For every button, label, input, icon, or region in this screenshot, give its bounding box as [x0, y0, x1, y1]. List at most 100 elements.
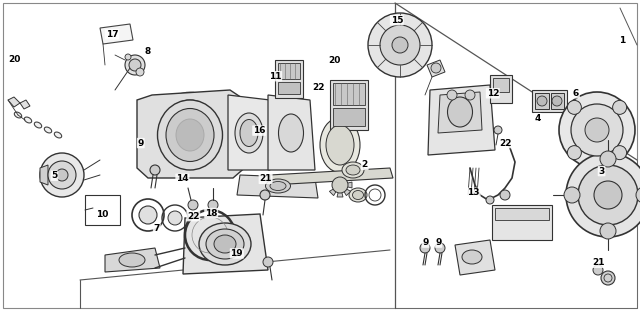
Ellipse shape [44, 127, 52, 133]
Ellipse shape [349, 188, 367, 202]
Text: 5: 5 [51, 171, 58, 180]
Ellipse shape [235, 113, 263, 153]
Circle shape [612, 146, 627, 160]
Circle shape [188, 200, 198, 210]
Bar [333, 108, 365, 126]
Polygon shape [268, 95, 315, 170]
Text: 1: 1 [619, 36, 625, 45]
Text: 22: 22 [187, 212, 200, 220]
Circle shape [564, 187, 580, 203]
Text: 11: 11 [269, 72, 282, 81]
Ellipse shape [35, 122, 42, 128]
Polygon shape [455, 240, 495, 275]
Text: 10: 10 [96, 210, 109, 219]
Circle shape [500, 190, 510, 200]
Circle shape [263, 257, 273, 267]
Polygon shape [337, 185, 343, 197]
Text: 21: 21 [592, 258, 605, 267]
Polygon shape [237, 175, 318, 198]
Polygon shape [330, 185, 340, 196]
Polygon shape [40, 165, 48, 185]
Circle shape [566, 153, 640, 237]
Polygon shape [428, 85, 495, 155]
Ellipse shape [166, 109, 214, 161]
Text: 16: 16 [253, 126, 266, 135]
Circle shape [40, 153, 84, 197]
Text: 21: 21 [259, 174, 272, 183]
Polygon shape [438, 92, 482, 133]
Text: 17: 17 [106, 30, 118, 39]
Circle shape [578, 165, 638, 225]
Bar [490, 75, 512, 103]
Circle shape [612, 100, 627, 114]
Text: 20: 20 [328, 56, 340, 65]
Ellipse shape [14, 112, 22, 118]
Ellipse shape [199, 223, 251, 265]
Circle shape [129, 59, 141, 71]
Circle shape [125, 55, 145, 75]
Bar [275, 60, 303, 98]
Bar [492, 205, 552, 240]
Circle shape [537, 96, 547, 106]
Text: 22: 22 [312, 83, 325, 91]
Circle shape [585, 118, 609, 142]
Circle shape [208, 200, 218, 210]
Polygon shape [100, 24, 133, 44]
Polygon shape [228, 95, 270, 170]
Circle shape [332, 177, 348, 193]
Bar [85, 195, 120, 225]
Ellipse shape [163, 100, 218, 160]
Ellipse shape [214, 235, 236, 253]
Ellipse shape [155, 92, 225, 168]
Ellipse shape [206, 229, 244, 259]
Text: 18: 18 [205, 209, 218, 217]
Text: 7: 7 [154, 224, 160, 233]
Text: 20: 20 [8, 55, 20, 63]
Circle shape [56, 169, 68, 181]
Circle shape [494, 126, 502, 134]
Ellipse shape [353, 191, 364, 199]
Text: 13: 13 [467, 188, 480, 197]
Text: 2: 2 [362, 160, 368, 169]
Text: 3: 3 [598, 167, 605, 175]
Circle shape [600, 151, 616, 167]
Ellipse shape [119, 253, 145, 267]
Circle shape [168, 211, 182, 225]
Ellipse shape [346, 165, 360, 175]
Text: 9: 9 [422, 238, 429, 247]
Polygon shape [340, 182, 352, 188]
Text: 9: 9 [435, 238, 442, 247]
Bar [535, 93, 549, 109]
Circle shape [600, 223, 616, 239]
Circle shape [431, 63, 441, 73]
Ellipse shape [24, 117, 32, 123]
Bar [278, 63, 300, 79]
Ellipse shape [342, 162, 364, 178]
Bar [333, 83, 365, 105]
Polygon shape [105, 248, 160, 272]
Bar [495, 208, 549, 220]
Circle shape [465, 90, 475, 100]
Ellipse shape [266, 179, 291, 193]
Polygon shape [8, 97, 20, 107]
Ellipse shape [54, 132, 61, 138]
Circle shape [150, 165, 160, 175]
Ellipse shape [447, 97, 472, 127]
Ellipse shape [173, 110, 207, 150]
Circle shape [568, 146, 581, 160]
Polygon shape [340, 185, 351, 196]
Ellipse shape [326, 125, 354, 165]
Circle shape [571, 104, 623, 156]
Text: 22: 22 [499, 139, 512, 147]
Polygon shape [427, 60, 445, 77]
Circle shape [125, 54, 131, 60]
Text: 9: 9 [138, 139, 144, 147]
Circle shape [392, 37, 408, 53]
Polygon shape [137, 90, 248, 178]
Circle shape [435, 243, 445, 253]
Polygon shape [270, 168, 393, 185]
Circle shape [559, 92, 635, 168]
Circle shape [447, 90, 457, 100]
Polygon shape [20, 100, 30, 109]
Bar [330, 80, 368, 130]
